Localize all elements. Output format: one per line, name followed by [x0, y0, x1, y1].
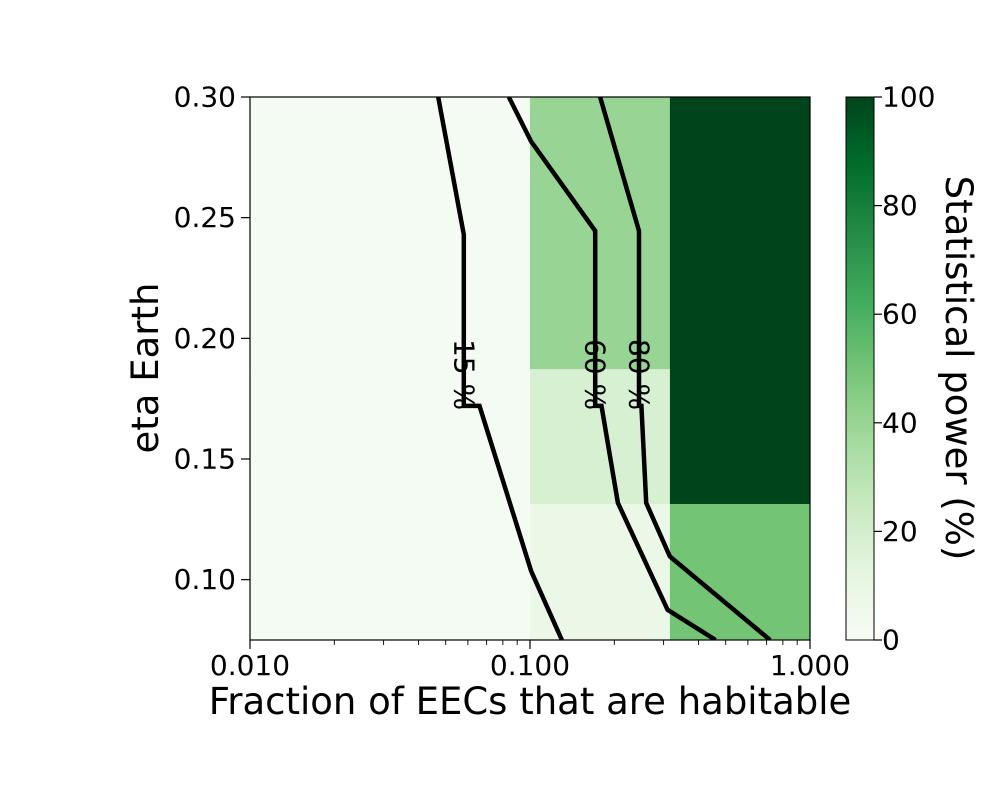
- y-tick-label: 0.20: [174, 322, 236, 355]
- y-tick-label: 0.10: [174, 563, 236, 596]
- x-axis-ticks: 0.010 0.100 1.000: [210, 640, 850, 682]
- contour-line: [597, 97, 772, 640]
- colorbar-label: Statistical power (%): [937, 176, 980, 561]
- contour-line: [435, 97, 564, 640]
- x-tick-label: 1.000: [770, 649, 850, 682]
- colorbar-tick-label: 20: [882, 515, 918, 548]
- x-axis-label: Fraction of EECs that are habitable: [209, 680, 852, 723]
- x-tick-label: 0.010: [210, 649, 290, 682]
- heatmap-cell: [669, 97, 810, 370]
- contour-label: 15 %: [447, 339, 480, 410]
- colorbar-tick-label: 100: [882, 81, 935, 114]
- y-axis-label: eta Earth: [124, 283, 167, 454]
- heatmap-cell: [250, 97, 531, 370]
- y-tick-label: 0.25: [174, 201, 236, 234]
- contour-lines: [435, 97, 772, 640]
- heatmap-cell: [250, 368, 531, 505]
- y-tick-label: 0.15: [174, 443, 236, 476]
- colorbar-tick-label: 0: [882, 624, 900, 657]
- heatmap-cells: [250, 97, 810, 640]
- colorbar-tick-label: 80: [882, 189, 918, 222]
- contour-label: 80 %: [623, 339, 656, 410]
- contour-line: [506, 97, 717, 640]
- colorbar-tick-label: 60: [882, 298, 918, 331]
- colorbar-tick-label: 40: [882, 406, 918, 439]
- colorbar: [845, 96, 875, 641]
- contour-labels: 15 % 60 % 80 %: [447, 339, 655, 410]
- y-axis-ticks: 0.10 0.15 0.20 0.25 0.30: [174, 81, 250, 596]
- heatmap-cell: [530, 97, 671, 370]
- heatmap-cell: [669, 368, 810, 505]
- contour-label: 60 %: [579, 339, 612, 410]
- heatmap-cell: [250, 503, 531, 640]
- colorbar-ticks: 0 20 40 60 80 100: [874, 81, 935, 657]
- x-tick-label: 0.100: [490, 649, 570, 682]
- y-tick-label: 0.30: [174, 81, 236, 114]
